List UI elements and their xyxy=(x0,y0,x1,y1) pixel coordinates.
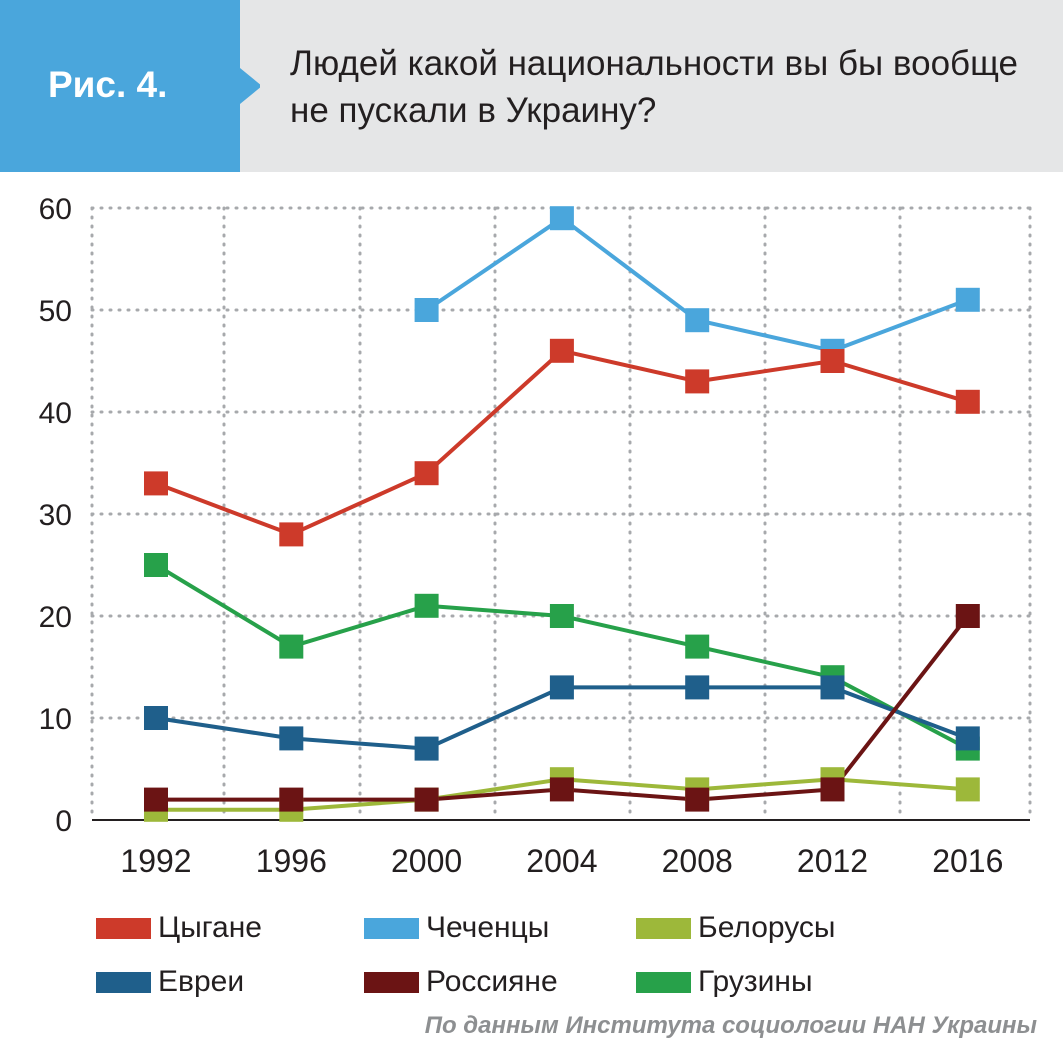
data-point xyxy=(144,553,168,577)
data-point xyxy=(549,338,574,363)
legend-label: Белорусы xyxy=(698,911,836,944)
line-chart: 0 10 20 30 40 50 60 1992 1996 2000 2004 2008 2012 201… xyxy=(39,193,1032,879)
data-point xyxy=(685,369,710,394)
x-tick-label: 2016 xyxy=(932,843,1003,879)
y-tick-label: 10 xyxy=(39,703,72,736)
figure-number: Рис. 4. xyxy=(48,64,168,105)
legend-label: Грузины xyxy=(698,965,813,998)
legend-swatch xyxy=(96,918,151,939)
data-point xyxy=(279,634,304,659)
series-line xyxy=(155,348,969,537)
data-point xyxy=(955,777,980,802)
data-point xyxy=(685,308,710,333)
legend-label: Цыгане xyxy=(158,911,262,944)
figure-badge xyxy=(0,0,260,172)
y-tick-label: 60 xyxy=(39,193,72,226)
data-point xyxy=(414,736,439,761)
legend-label: Чеченцы xyxy=(426,911,550,944)
x-tick-label: 2008 xyxy=(662,843,733,879)
x-tick-label: 2012 xyxy=(797,843,868,879)
data-point xyxy=(279,787,304,812)
data-point xyxy=(414,298,439,322)
data-point xyxy=(685,634,710,659)
legend-label: Россияне xyxy=(426,965,558,998)
series-line xyxy=(154,563,969,751)
data-point xyxy=(549,604,574,628)
data-point xyxy=(414,593,439,618)
x-tick-label: 1996 xyxy=(256,843,327,879)
data-point xyxy=(144,471,168,496)
data-point xyxy=(820,675,845,700)
data-point xyxy=(955,287,980,312)
y-tick-label: 30 xyxy=(39,499,72,532)
data-point xyxy=(820,777,845,802)
legend-swatch xyxy=(96,972,151,993)
data-point xyxy=(279,522,304,547)
y-tick-label: 0 xyxy=(55,805,72,838)
legend-swatch xyxy=(364,918,419,939)
y-tick-label: 40 xyxy=(39,397,72,430)
header-band: Рис. 4. Людей какой национальности вы бы… xyxy=(0,0,1063,172)
data-point xyxy=(549,675,574,700)
data-point xyxy=(955,389,980,414)
chart-title: Людей какой национальности вы бы вообще … xyxy=(290,44,1018,130)
data-point xyxy=(820,349,845,373)
x-tick-label: 1992 xyxy=(120,843,191,879)
data-point xyxy=(414,461,439,486)
data-point xyxy=(144,787,168,812)
data-point xyxy=(144,706,168,730)
data-point xyxy=(955,726,980,751)
data-point xyxy=(685,787,710,812)
data-point xyxy=(549,206,574,231)
legend-swatch xyxy=(636,918,691,939)
legend-swatch xyxy=(636,972,691,993)
data-point xyxy=(685,675,710,700)
legend-swatch xyxy=(364,972,419,993)
legend-label: Евреи xyxy=(158,965,245,998)
data-point xyxy=(279,726,304,751)
y-tick-label: 20 xyxy=(39,601,72,634)
data-point xyxy=(414,787,439,812)
x-tick-label: 2004 xyxy=(526,843,597,879)
y-tick-label: 50 xyxy=(39,295,72,328)
source-note: По данным Института социологии НАН Украи… xyxy=(424,1012,1037,1039)
data-point xyxy=(549,777,574,802)
x-tick-label: 2000 xyxy=(391,843,462,879)
data-point xyxy=(955,604,980,628)
